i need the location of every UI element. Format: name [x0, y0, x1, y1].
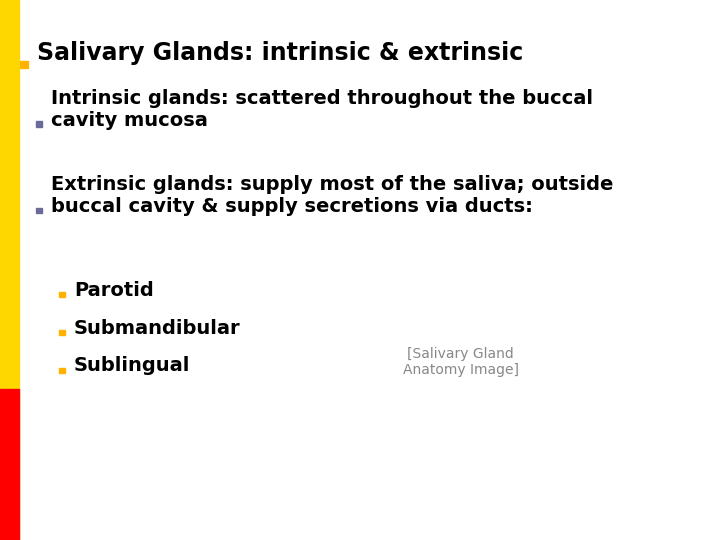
Bar — [0, 0, 19, 540]
Bar — [36, 122, 42, 127]
Bar — [36, 208, 42, 213]
Text: Parotid: Parotid — [74, 281, 154, 300]
Text: Salivary Glands: intrinsic & extrinsic: Salivary Glands: intrinsic & extrinsic — [37, 41, 523, 65]
Text: Extrinsic glands: supply most of the saliva; outside
buccal cavity & supply secr: Extrinsic glands: supply most of the sal… — [50, 175, 613, 216]
Text: [Salivary Gland
Anatomy Image]: [Salivary Gland Anatomy Image] — [402, 347, 519, 377]
Bar — [0, 389, 19, 540]
Text: Intrinsic glands: scattered throughout the buccal
cavity mucosa: Intrinsic glands: scattered throughout t… — [50, 89, 593, 130]
Text: Sublingual: Sublingual — [74, 356, 191, 375]
Bar — [59, 368, 66, 373]
Bar — [59, 330, 66, 335]
Text: Submandibular: Submandibular — [74, 319, 240, 338]
Bar — [59, 292, 66, 297]
Bar — [20, 61, 28, 68]
